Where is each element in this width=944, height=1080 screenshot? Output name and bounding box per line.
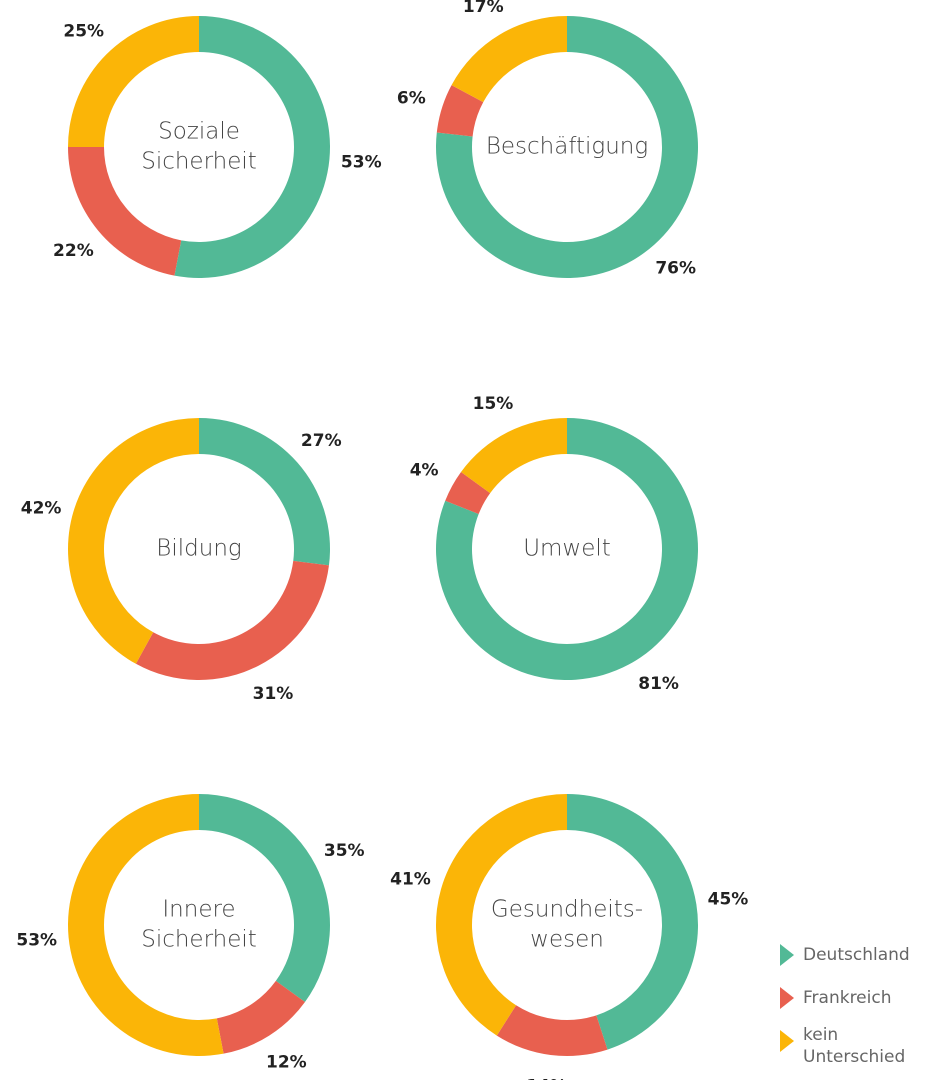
- center-title: Gesundheits-: [491, 897, 643, 923]
- donut-segment: [199, 794, 331, 1002]
- value-label: 15%: [473, 394, 514, 414]
- donut-segment: [135, 560, 329, 680]
- donut-segment: [174, 16, 330, 278]
- donut-segment: [199, 418, 330, 566]
- donut-segment: [436, 85, 484, 137]
- value-label: 81%: [638, 674, 679, 694]
- legend-label: kein: [803, 1025, 838, 1045]
- value-label: 76%: [655, 258, 696, 278]
- value-label: 42%: [21, 498, 62, 518]
- donut-segment: [68, 16, 199, 147]
- legend-label: Frankreich: [803, 988, 892, 1008]
- donut-segment: [567, 794, 698, 1050]
- value-label: 27%: [301, 431, 342, 451]
- value-label: 17%: [463, 0, 504, 17]
- donut-segment: [67, 418, 200, 664]
- center-title: Bildung: [156, 536, 241, 562]
- center-title: Innere: [162, 897, 235, 923]
- center-title: Sicherheit: [141, 927, 257, 953]
- value-label: 53%: [16, 930, 57, 950]
- legend-marker: [780, 987, 794, 1009]
- value-label: 12%: [266, 1053, 307, 1073]
- donut-segment: [216, 980, 305, 1054]
- value-label: 31%: [253, 684, 294, 704]
- value-label: 14%: [526, 1077, 567, 1080]
- donut-segment: [445, 472, 491, 515]
- legend-marker: [780, 1030, 794, 1052]
- value-label: 22%: [53, 241, 94, 261]
- legend-label: Deutschland: [803, 945, 910, 965]
- center-title: Sicherheit: [141, 149, 257, 175]
- center-title: Umwelt: [523, 536, 611, 562]
- center-title: wesen: [530, 927, 604, 953]
- value-label: 4%: [410, 460, 439, 480]
- value-label: 53%: [341, 152, 382, 172]
- donut-segment: [451, 16, 567, 103]
- value-label: 45%: [708, 890, 749, 910]
- donut-segment: [435, 794, 567, 1036]
- legend-marker: [780, 944, 794, 966]
- donut-segment: [461, 418, 567, 494]
- center-title: Beschäftigung: [486, 134, 648, 160]
- center-title: Soziale: [158, 119, 240, 145]
- value-label: 25%: [63, 22, 104, 42]
- donut-segment: [496, 1005, 608, 1056]
- value-label: 41%: [390, 870, 431, 890]
- value-label: 6%: [397, 89, 426, 109]
- legend-label: Unterschied: [803, 1047, 905, 1067]
- donut-segment: [68, 794, 224, 1056]
- value-label: 35%: [324, 841, 365, 861]
- donut-segment: [68, 147, 182, 276]
